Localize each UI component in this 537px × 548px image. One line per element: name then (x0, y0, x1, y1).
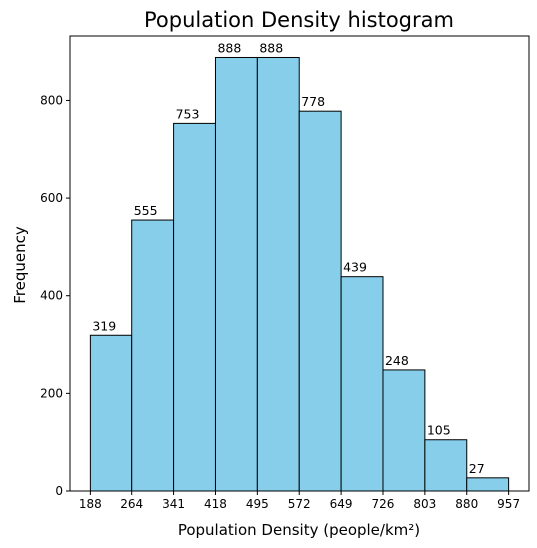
x-axis-ticks: 188 264 341 418 495 572 649 726 803 880 957 (79, 491, 520, 511)
chart-title: Population Density histogram (144, 8, 454, 32)
histogram-bar (214, 56, 258, 492)
x-tick-label: 957 (497, 497, 520, 511)
x-tick-label: 341 (162, 497, 185, 511)
bar-value-label: 778 (301, 94, 325, 109)
bar-value-labels: 319 555 753 888 888 778 439 248 105 27 (92, 40, 484, 475)
y-axis-label: Frequency (11, 226, 29, 304)
bar-value-label: 753 (176, 106, 200, 121)
x-tick-label: 188 (79, 497, 102, 511)
x-tick-label: 264 (120, 497, 143, 511)
x-tick-label: 495 (246, 497, 269, 511)
x-tick-label: 726 (372, 497, 395, 511)
x-tick-label: 803 (413, 497, 436, 511)
bar-value-label: 439 (343, 260, 367, 275)
bars-group (89, 56, 510, 492)
y-tick-label: 400 (40, 289, 63, 303)
bar-value-label: 888 (259, 40, 283, 55)
x-axis-label: Population Density (people/km²) (178, 521, 420, 539)
histogram-bar (298, 110, 342, 492)
bar-value-label: 105 (427, 423, 451, 438)
bar-value-label: 27 (469, 461, 485, 476)
histogram-bar (382, 369, 426, 492)
y-tick-label: 600 (40, 191, 63, 205)
bar-value-label: 248 (385, 353, 409, 368)
x-tick-label: 418 (204, 497, 227, 511)
y-tick-label: 800 (40, 93, 63, 107)
y-tick-label: 200 (40, 386, 63, 400)
bar-value-label: 319 (92, 318, 116, 333)
histogram-bar (173, 122, 216, 492)
histogram-bar (466, 477, 510, 492)
histogram-bar (340, 276, 384, 492)
histogram-bar (89, 334, 133, 492)
histogram-bar (256, 56, 300, 492)
bar-value-label: 555 (134, 203, 158, 218)
plot-frame (69, 35, 530, 492)
y-tick-label: 0 (55, 484, 63, 498)
x-tick-label: 880 (455, 497, 478, 511)
histogram-bar (424, 439, 468, 492)
x-tick-label: 572 (288, 497, 311, 511)
histogram-bar (131, 219, 175, 492)
x-tick-label: 649 (330, 497, 353, 511)
y-axis-ticks: 0 200 400 600 800 (40, 93, 70, 498)
bar-value-label: 888 (217, 40, 241, 55)
